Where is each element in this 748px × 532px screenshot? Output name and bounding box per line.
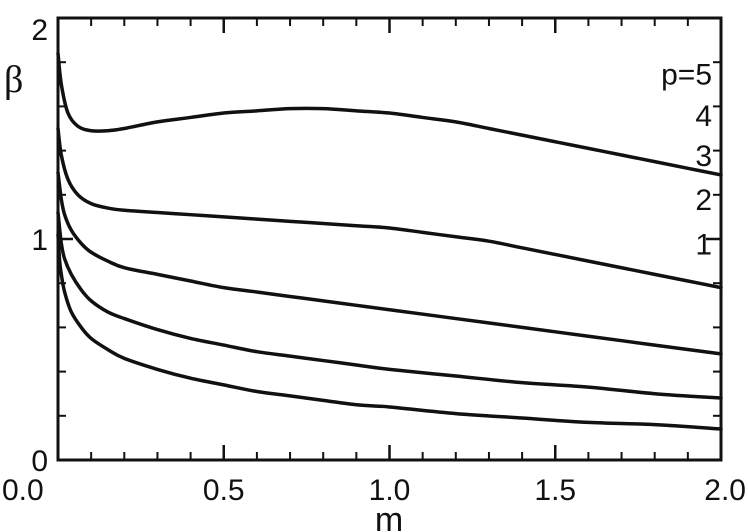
y-tick-label: 0 (31, 445, 48, 478)
curve-1 (56, 232, 723, 431)
curve-label: p=5 (661, 58, 712, 91)
x-tick-label: 0.5 (203, 474, 245, 507)
x-axis-label: m (375, 501, 403, 532)
curve-labels: p=5 4 3 2 1 (661, 58, 712, 261)
y-tick-label: 1 (31, 224, 48, 257)
y-axis-label: β (4, 59, 23, 101)
x-tick-label: 1.5 (534, 474, 576, 507)
tick-labels: 0.0 0.5 1.0 1.5 2.0 0 1 2 (2, 14, 746, 507)
x-tick-label: 1.0 (369, 474, 411, 507)
curve-label: 4 (695, 100, 712, 133)
curve-label: 2 (695, 184, 712, 217)
x-tick-label: 2.0 (704, 474, 746, 507)
curve-3 (56, 170, 723, 356)
curve-2 (56, 210, 723, 400)
y-tick-label: 2 (31, 14, 48, 47)
curve-5 (56, 51, 723, 177)
curve-label: 3 (695, 140, 712, 173)
plot-frame (56, 16, 723, 462)
x-tick-label: 0.0 (2, 474, 44, 507)
axis-ticks (56, 16, 723, 462)
curve-4 (56, 126, 723, 290)
curve-label: 1 (695, 228, 712, 261)
curves (56, 51, 723, 431)
